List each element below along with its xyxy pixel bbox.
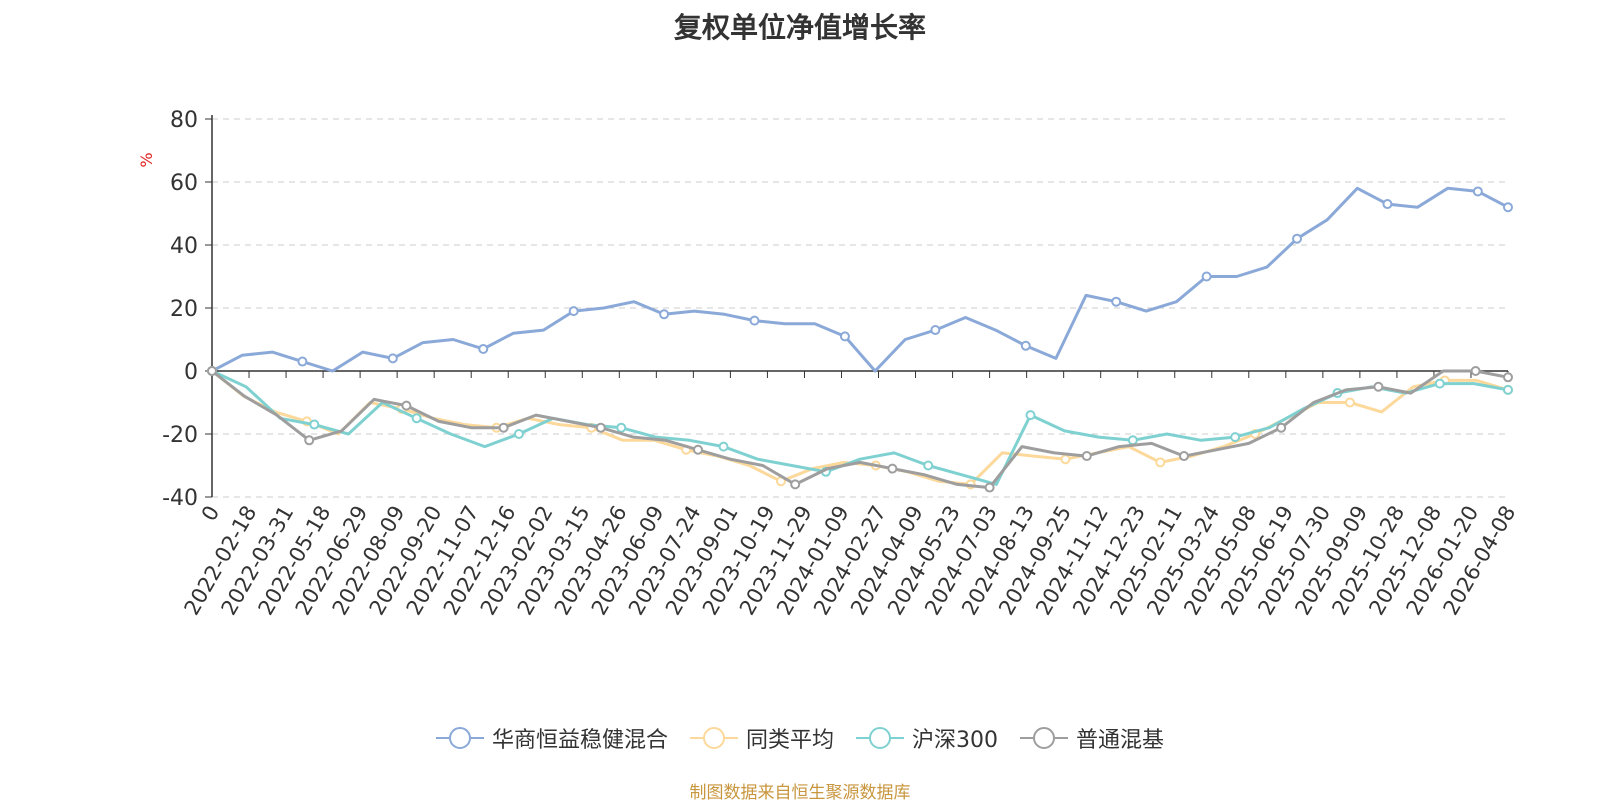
series-lines xyxy=(207,186,1513,493)
data-point xyxy=(1060,454,1071,465)
data-point xyxy=(887,463,898,474)
legend-line-circle-icon xyxy=(689,727,738,749)
y-tick-label: 40 xyxy=(170,234,198,259)
data-point xyxy=(930,325,941,336)
legend-line-circle-icon xyxy=(856,727,904,749)
data-point xyxy=(659,309,670,320)
y-axis-unit-label: % xyxy=(137,152,156,167)
data-point xyxy=(1373,381,1384,392)
data-point xyxy=(568,306,579,317)
data-point xyxy=(1344,397,1355,408)
data-point xyxy=(1470,366,1481,376)
data-point xyxy=(1179,451,1189,462)
legend-item[interactable]: 沪深300 xyxy=(856,722,998,754)
data-point xyxy=(1292,233,1303,244)
data-point xyxy=(309,419,320,430)
data-point xyxy=(1201,271,1212,282)
data-point xyxy=(790,479,801,490)
y-tick-label: 0 xyxy=(184,360,198,385)
data-point xyxy=(718,441,729,452)
data-point xyxy=(1503,384,1513,395)
y-tick-label: 60 xyxy=(170,171,198,196)
legend-line-circle-icon xyxy=(1020,727,1068,749)
data-point xyxy=(1111,296,1122,307)
data-point xyxy=(1472,186,1483,197)
data-point xyxy=(923,460,934,471)
grid-lines xyxy=(212,118,1508,498)
legend-label: 同类平均 xyxy=(745,728,834,753)
y-tick-label: 80 xyxy=(170,108,198,133)
data-point xyxy=(401,400,412,411)
data-point xyxy=(1155,457,1166,468)
data-point xyxy=(1020,340,1031,351)
series-line-0 xyxy=(211,186,1509,373)
legend-item[interactable]: 华商恒益稳健混合 xyxy=(435,722,668,754)
data-point xyxy=(478,343,489,354)
chart-title: 复权单位净值增长率 xyxy=(673,11,926,44)
legend-label: 沪深300 xyxy=(912,728,998,753)
data-point xyxy=(595,422,606,433)
data-point xyxy=(513,429,524,439)
data-point xyxy=(1025,410,1036,421)
legend-label: 华商恒益稳健混合 xyxy=(491,728,668,753)
series-line-3 xyxy=(211,369,1509,490)
data-point xyxy=(411,413,422,424)
chart-legend: 华商恒益稳健混合 同类平均 沪深300 普通混基 xyxy=(0,722,1600,754)
data-point xyxy=(1230,432,1241,443)
y-tick-label: -20 xyxy=(162,423,198,448)
data-point xyxy=(297,356,308,367)
y-tick-label: 20 xyxy=(170,297,198,322)
data-point xyxy=(1081,451,1092,462)
legend-line-circle-icon xyxy=(435,727,484,749)
data-point xyxy=(207,366,217,376)
data-point xyxy=(1276,422,1287,433)
line-chart: -40-2002040608002022-02-182022-03-312022… xyxy=(137,108,1520,619)
legend-item[interactable]: 普通混基 xyxy=(1020,722,1164,754)
data-point xyxy=(498,422,509,433)
data-point xyxy=(1503,202,1513,213)
axes: -40-2002040608002022-02-182022-03-312022… xyxy=(162,108,1520,619)
data-point xyxy=(1127,435,1138,446)
legend-item[interactable]: 同类平均 xyxy=(689,722,834,754)
series-line-1 xyxy=(211,369,1509,486)
x-tick-label: 0 xyxy=(197,502,224,526)
data-point xyxy=(984,482,995,493)
data-point xyxy=(1434,378,1445,389)
data-source-note: 制图数据来自恒生聚源数据库 xyxy=(689,783,911,803)
series-line-2 xyxy=(211,369,1509,486)
data-point xyxy=(616,422,627,433)
data-point xyxy=(304,435,315,446)
data-point xyxy=(1503,372,1513,383)
legend-label: 普通混基 xyxy=(1076,728,1165,753)
data-point xyxy=(1382,199,1393,210)
data-point xyxy=(387,353,398,364)
data-point xyxy=(749,315,760,326)
data-point xyxy=(839,331,850,342)
y-tick-label: -40 xyxy=(162,486,198,511)
data-point xyxy=(693,444,703,455)
